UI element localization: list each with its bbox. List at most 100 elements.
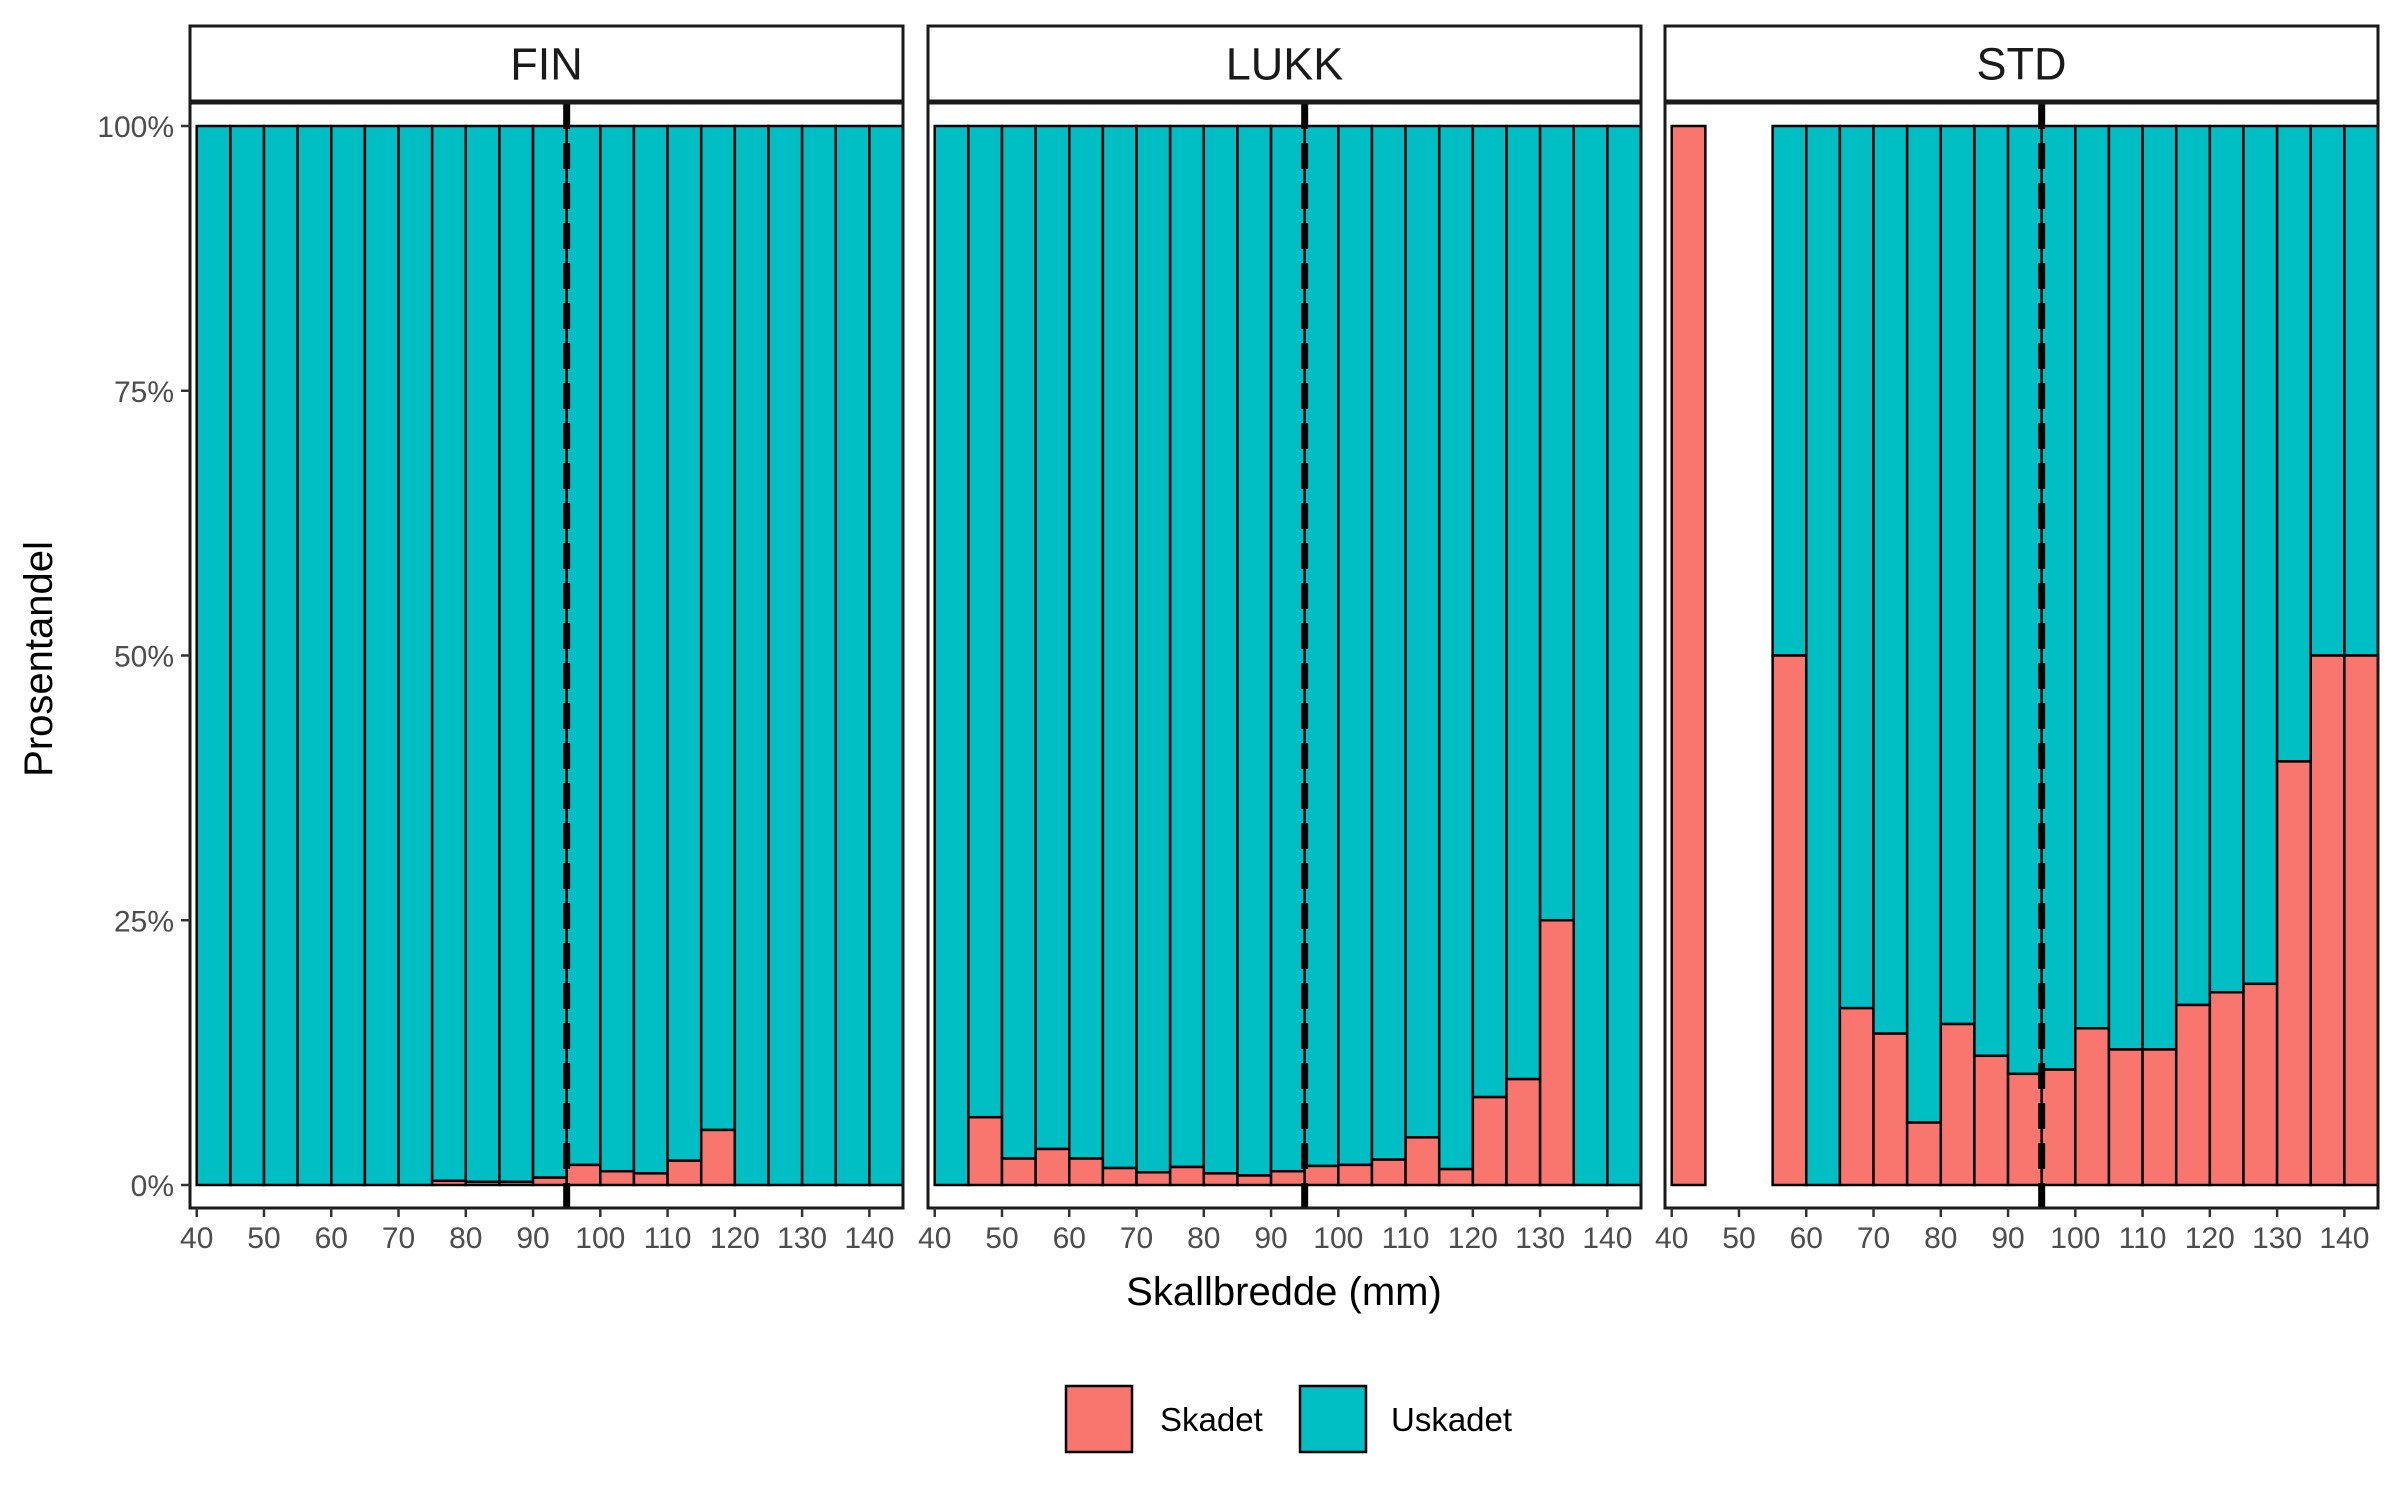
facet-label-std: STD <box>1977 39 2067 90</box>
x-tick-label-fin-50: 50 <box>247 1222 280 1255</box>
x-tick-label-fin-90: 90 <box>516 1222 549 1255</box>
x-tick-label-lukk-60: 60 <box>1053 1222 1086 1255</box>
bar-skadet-fin-117.5 <box>699 1128 737 1187</box>
bar-skadet-lukk-127.5 <box>1505 1077 1542 1187</box>
bar-uskadet-fin-142.5 <box>868 124 905 1187</box>
bar-skadet-lukk-132.5 <box>1538 919 1575 1187</box>
x-tick-label-std-140: 140 <box>2319 1222 2369 1255</box>
bar-skadet-std-42.5 <box>1670 124 1707 1187</box>
facet-strip-std <box>1663 24 2380 103</box>
bar-skadet-lukk-97.5 <box>1303 1164 1340 1187</box>
bar-uskadet-fin-92.5 <box>531 124 568 1179</box>
bar-skadet-fin-87.5 <box>498 1180 535 1187</box>
bar-uskadet-std-82.5 <box>1939 124 1976 1026</box>
x-tick-label-fin-120: 120 <box>710 1222 760 1255</box>
x-tick-label-std-110: 110 <box>2119 1222 2167 1255</box>
x-tick-label-std-130: 130 <box>2252 1222 2302 1255</box>
y-tick-label-3: 75% <box>114 376 174 409</box>
bar-skadet-std-107.5 <box>2107 1048 2144 1187</box>
bar-uskadet-lukk-52.5 <box>1000 124 1037 1160</box>
x-tick-label-lukk-120: 120 <box>1448 1222 1498 1255</box>
bar-uskadet-std-142.5 <box>2343 124 2380 657</box>
bar-uskadet-lukk-67.5 <box>1101 124 1138 1170</box>
bar-uskadet-std-117.5 <box>2174 124 2212 1007</box>
bar-uskadet-fin-67.5 <box>363 124 400 1187</box>
bar-uskadet-lukk-112.5 <box>1404 124 1441 1139</box>
bar-uskadet-lukk-107.5 <box>1370 124 1407 1161</box>
bar-uskadet-fin-82.5 <box>464 124 501 1184</box>
bar-uskadet-lukk-127.5 <box>1505 124 1542 1081</box>
bar-uskadet-fin-97.5 <box>565 124 602 1167</box>
bar-uskadet-fin-42.5 <box>195 124 232 1187</box>
bar-skadet-lukk-107.5 <box>1370 1158 1407 1187</box>
bar-skadet-std-72.5 <box>1872 1032 1909 1187</box>
x-tick-label-fin-100: 100 <box>575 1222 625 1255</box>
x-tick-label-std-70: 70 <box>1857 1222 1890 1255</box>
bar-uskadet-lukk-132.5 <box>1538 124 1575 922</box>
bar-skadet-lukk-92.5 <box>1269 1169 1306 1187</box>
x-tick-label-lukk-140: 140 <box>1582 1222 1632 1255</box>
y-tick-label-2: 50% <box>114 641 174 674</box>
bar-uskadet-fin-112.5 <box>666 124 703 1162</box>
x-tick-label-std-50: 50 <box>1722 1222 1755 1255</box>
y-axis-title: Prosentandel <box>17 541 61 777</box>
x-tick-label-lukk-100: 100 <box>1313 1222 1363 1255</box>
bar-skadet-lukk-87.5 <box>1236 1174 1273 1187</box>
bar-uskadet-fin-127.5 <box>767 124 804 1187</box>
bar-uskadet-std-72.5 <box>1872 124 1909 1035</box>
bar-uskadet-std-122.5 <box>2208 124 2245 994</box>
legend-label-skadet: Skadet <box>1160 1401 1263 1438</box>
bar-uskadet-std-62.5 <box>1805 124 1842 1187</box>
bar-skadet-std-102.5 <box>2074 1027 2111 1187</box>
bar-skadet-fin-112.5 <box>666 1159 703 1187</box>
x-tick-label-std-120: 120 <box>2185 1222 2235 1255</box>
bar-skadet-std-142.5 <box>2343 654 2380 1187</box>
x-tick-label-lukk-80: 80 <box>1187 1222 1220 1255</box>
bar-uskadet-std-92.5 <box>2006 124 2043 1076</box>
bar-skadet-lukk-57.5 <box>1034 1147 1071 1187</box>
bar-skadet-lukk-72.5 <box>1135 1171 1172 1187</box>
bar-skadet-lukk-102.5 <box>1337 1163 1374 1187</box>
facet-label-fin: FIN <box>510 39 583 90</box>
bar-uskadet-lukk-122.5 <box>1471 124 1508 1099</box>
bar-skadet-fin-77.5 <box>430 1179 468 1187</box>
bar-uskadet-lukk-77.5 <box>1168 124 1206 1169</box>
bar-uskadet-lukk-87.5 <box>1236 124 1273 1177</box>
bar-skadet-std-97.5 <box>2040 1068 2077 1187</box>
bar-skadet-std-82.5 <box>1939 1022 1976 1187</box>
x-axis-title: Skallbredde (mm) <box>1126 1270 1442 1314</box>
bar-skadet-std-112.5 <box>2141 1048 2178 1187</box>
bar-skadet-lukk-47.5 <box>967 1115 1004 1187</box>
bar-skadet-std-117.5 <box>2174 1003 2212 1187</box>
bar-uskadet-std-127.5 <box>2242 124 2279 986</box>
bar-skadet-fin-102.5 <box>599 1169 636 1187</box>
x-tick-label-fin-140: 140 <box>844 1222 894 1255</box>
bar-skadet-std-77.5 <box>1905 1121 1943 1187</box>
bar-uskadet-lukk-72.5 <box>1135 124 1172 1174</box>
panel-border-lukk <box>926 101 1643 1210</box>
bar-uskadet-fin-62.5 <box>330 124 367 1187</box>
bar-uskadet-fin-132.5 <box>800 124 837 1187</box>
bar-skadet-std-67.5 <box>1838 1006 1875 1187</box>
bar-skadet-std-87.5 <box>1973 1054 2010 1187</box>
bar-uskadet-lukk-142.5 <box>1606 124 1643 1187</box>
bar-skadet-std-57.5 <box>1771 654 1808 1187</box>
bar-skadet-lukk-77.5 <box>1168 1165 1206 1187</box>
facet-strip-lukk <box>926 24 1643 103</box>
bar-uskadet-std-102.5 <box>2074 124 2111 1030</box>
x-tick-label-std-90: 90 <box>1991 1222 2024 1255</box>
bar-uskadet-std-87.5 <box>1973 124 2010 1058</box>
x-tick-label-fin-80: 80 <box>449 1222 482 1255</box>
x-tick-label-fin-130: 130 <box>777 1222 827 1255</box>
x-tick-label-std-60: 60 <box>1790 1222 1823 1255</box>
bar-uskadet-std-97.5 <box>2040 124 2077 1071</box>
bar-uskadet-lukk-92.5 <box>1269 124 1306 1173</box>
bar-uskadet-fin-107.5 <box>632 124 669 1175</box>
y-tick-label-0: 0% <box>131 1170 174 1203</box>
x-tick-label-fin-60: 60 <box>315 1222 348 1255</box>
bar-skadet-std-122.5 <box>2208 991 2245 1187</box>
bar-uskadet-lukk-97.5 <box>1303 124 1340 1168</box>
bar-uskadet-std-112.5 <box>2141 124 2178 1051</box>
y-tick-label-1: 25% <box>114 905 174 938</box>
